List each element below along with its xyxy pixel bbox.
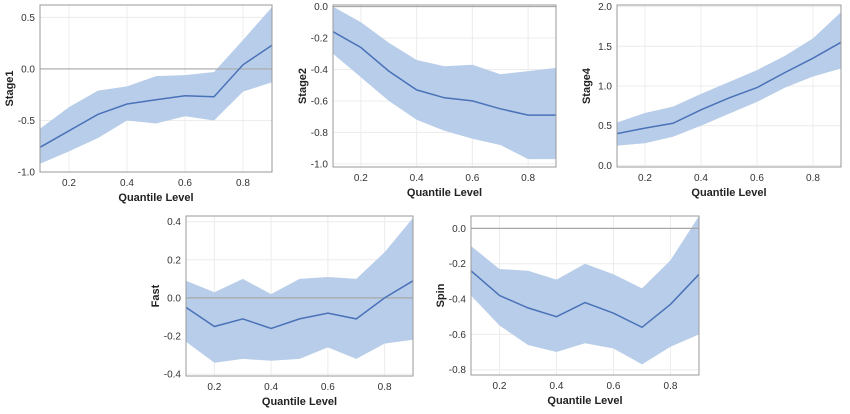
- y-tick-label: -0.8: [311, 128, 329, 139]
- panel-stage1: 0.2 0.4 0.6 0.8 -1.0 -0.5 0.0 0.5 Quantile Level…: [4, 4, 273, 204]
- y-tick-label: -0.2: [164, 332, 182, 343]
- x-tick-label: 0.4: [694, 173, 708, 184]
- x-tick-label: 0.6: [465, 173, 479, 184]
- y-axis-title: Fast: [150, 284, 162, 307]
- y-tick-label: 1.0: [598, 82, 612, 93]
- y-tick-label: -0.5: [18, 116, 36, 127]
- x-tick-label: 0.8: [236, 178, 250, 189]
- x-tick-label: 0.6: [178, 178, 192, 189]
- x-axis-title: Quantile Level: [118, 192, 193, 204]
- x-tick-label: 0.2: [354, 173, 368, 184]
- y-tick-label: -1.0: [311, 159, 329, 170]
- y-tick-label: 0.5: [598, 121, 612, 132]
- x-tick-label: 0.4: [120, 178, 134, 189]
- x-axis-title: Quantile Level: [547, 395, 622, 407]
- x-tick-label: 0.8: [521, 173, 535, 184]
- y-axis-title: Stage4: [581, 67, 593, 104]
- plot-frame: [185, 215, 414, 377]
- panel-spin: 0.2 0.4 0.6 0.8 0.0 -0.2 -0.4 -0.6 -0.8 Quantile …: [435, 215, 700, 407]
- x-tick-label: 0.6: [321, 382, 335, 393]
- y-tick-label: -0.6: [311, 96, 329, 107]
- plot-frame: [470, 215, 700, 376]
- y-tick-label: 0.5: [21, 13, 35, 24]
- y-tick-label: 0.0: [21, 64, 35, 75]
- confidence-band: [186, 217, 413, 363]
- panel-fast: 0.2 0.4 0.6 0.8 -0.4 -0.2 0.0 0.2 0.4 Quantile Le…: [150, 215, 414, 408]
- x-tick-label: 0.6: [607, 381, 621, 392]
- y-tick-label: -0.2: [449, 259, 467, 270]
- y-tick-label: -0.4: [449, 295, 467, 306]
- y-tick-label: 0.0: [598, 161, 612, 172]
- y-axis-title: Stage2: [297, 68, 309, 104]
- x-axis-title: Quantile Level: [407, 187, 482, 199]
- y-tick-label: 0.0: [314, 2, 328, 13]
- estimate-line: [39, 44, 273, 148]
- x-axis-title: Quantile Level: [262, 396, 337, 408]
- plot-frame: [332, 4, 557, 168]
- estimate-line: [185, 280, 414, 330]
- confidence-band: [471, 216, 699, 365]
- y-axis-title: Stage1: [4, 70, 16, 106]
- x-tick-label: 0.2: [207, 382, 221, 393]
- confidence-band: [333, 6, 556, 160]
- estimate-line: [332, 31, 556, 116]
- estimate-line: [616, 41, 842, 135]
- x-tick-label: 0.8: [378, 382, 392, 393]
- y-tick-label: 0.0: [452, 224, 466, 235]
- y-tick-label: -0.4: [311, 65, 329, 76]
- panel-stage2: 0.2 0.4 0.6 0.8 0.0 -0.2 -0.4 -0.6 -0.8 -1.0 Quant…: [297, 2, 557, 199]
- x-tick-label: 0.4: [264, 382, 278, 393]
- x-tick-label: 0.8: [664, 381, 678, 392]
- plot-frame: [616, 4, 842, 168]
- y-tick-label: 1.5: [598, 42, 612, 53]
- y-tick-label: 0.4: [167, 217, 181, 228]
- x-tick-label: 0.2: [638, 173, 652, 184]
- x-axis-title: Quantile Level: [691, 187, 766, 199]
- y-tick-label: 2.0: [598, 2, 612, 13]
- confidence-band: [617, 12, 841, 146]
- y-tick-label: -0.4: [164, 370, 182, 381]
- y-axis-title: Spin: [435, 283, 447, 307]
- y-tick-label: -0.2: [311, 34, 329, 45]
- x-tick-label: 0.4: [550, 381, 564, 392]
- x-tick-label: 0.2: [62, 178, 76, 189]
- y-tick-label: -1.0: [18, 168, 36, 179]
- estimate-line: [470, 270, 700, 329]
- y-tick-label: -0.6: [449, 330, 467, 341]
- panel-stage4: 0.2 0.4 0.6 0.8 0.0 0.5 1.0 1.5 2.0 Quantile Leve…: [581, 2, 842, 199]
- confidence-band: [40, 7, 272, 164]
- x-tick-label: 0.6: [750, 173, 764, 184]
- y-tick-label: 0.2: [167, 255, 181, 266]
- x-tick-label: 0.4: [410, 173, 424, 184]
- x-tick-label: 0.2: [493, 381, 507, 392]
- y-tick-label: 0.0: [167, 293, 181, 304]
- x-tick-label: 0.8: [806, 173, 820, 184]
- y-tick-label: -0.8: [449, 365, 467, 376]
- plot-frame: [39, 4, 273, 173]
